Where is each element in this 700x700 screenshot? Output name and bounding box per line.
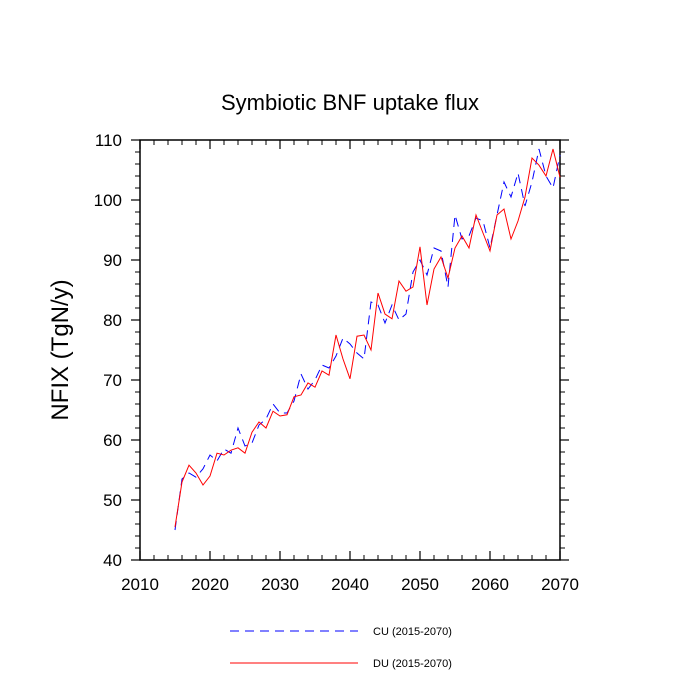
y-tick-label: 70 [103,371,122,390]
y-tick-label: 110 [95,131,122,150]
legend-label: DU (2015-2070) [373,658,452,670]
y-axis-label: NFIX (TgN/y) [47,279,74,420]
y-tick-label: 80 [103,311,122,330]
y-tick-label: 50 [103,491,122,510]
plot-lines [174,148,561,531]
plot-frame [139,139,561,561]
series-line-1 [174,148,561,531]
axes: 2010 2020 2030 2040 2050 2060 2070 40 50 60 70 80 90… [94,131,579,594]
series-line-2 [174,148,561,528]
x-tick-label: 2010 [121,575,159,594]
y-tick-label: 100 [94,191,122,210]
legend: CU (2015-2070) DU (2015-2070) [230,626,452,670]
y-tick-label: 60 [103,431,122,450]
x-tick-label: 2040 [331,575,369,594]
x-tick-label: 2020 [191,575,229,594]
y-tick-label: 40 [103,551,122,570]
legend-label: CU (2015-2070) [373,626,452,638]
x-tick-label: 2050 [401,575,439,594]
y-tick-label: 90 [103,251,122,270]
x-tick-label: 2060 [471,575,509,594]
chart-title: Symbiotic BNF uptake flux [221,90,479,115]
x-tick-label: 2030 [261,575,299,594]
x-tick-label: 2070 [541,575,579,594]
